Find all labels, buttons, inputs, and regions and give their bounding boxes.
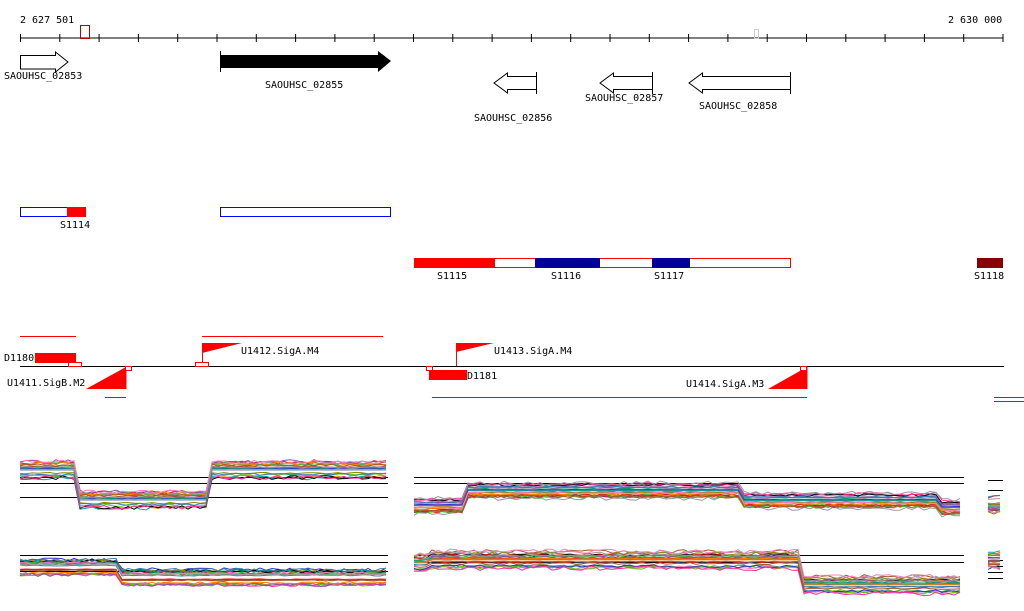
expression-line xyxy=(413,482,961,503)
expression-line xyxy=(19,463,387,497)
expression-line xyxy=(987,562,1001,565)
gene-SAOUHSC_02855[interactable]: SAOUHSC_02855 xyxy=(220,51,391,91)
terminator-D1180[interactable]: D1180 xyxy=(4,353,82,367)
expression-line xyxy=(987,550,1001,553)
expression-line xyxy=(987,509,1001,514)
expression-line xyxy=(414,489,960,508)
expression-line xyxy=(19,459,387,495)
segment-S1117[interactable]: S1117 xyxy=(652,258,690,282)
expression-line xyxy=(19,465,387,499)
gene-SAOUHSC_02856[interactable]: SAOUHSC_02856 xyxy=(474,72,552,124)
segment-unnamed[interactable] xyxy=(220,207,391,217)
promoter-U1412[interactable]: U1412.SigA.M4 xyxy=(195,343,320,367)
segment-S1116[interactable]: S1116 xyxy=(535,258,600,282)
feature-label: D1181 xyxy=(467,371,497,382)
segment-track: S1114 S1115 S1116 S1117 S1118 xyxy=(20,207,1004,282)
expression-line xyxy=(413,564,961,594)
expression-line xyxy=(987,495,1000,498)
expression-line xyxy=(413,557,961,585)
feature-label: U1411.SigB.M2 xyxy=(7,378,85,389)
promoter-U1413[interactable]: U1413.SigA.M4 xyxy=(456,343,572,366)
gene-SAOUHSC_02857[interactable]: SAOUHSC_02857 xyxy=(585,72,663,104)
expression-line xyxy=(19,472,387,506)
expression-line xyxy=(413,488,960,508)
expression-line xyxy=(19,475,387,510)
expression-line xyxy=(19,569,387,582)
expression-line xyxy=(19,572,386,587)
gene-track: SAOUHSC_02853 SAOUHSC_02855 SAOUHSC_0285… xyxy=(4,50,791,124)
expression-line xyxy=(413,565,961,597)
expression-line xyxy=(413,562,961,590)
expression-line xyxy=(413,553,961,582)
gene-label: SAOUHSC_02853 xyxy=(4,71,82,82)
terminator-D1181[interactable]: D1181 xyxy=(426,366,498,383)
expression-line xyxy=(414,559,960,586)
expression-line xyxy=(413,492,961,513)
expression-line xyxy=(20,561,387,575)
feature-track: D1180 U1411.SigB.M2 U1412.SigA.M4 U1413.… xyxy=(4,336,1024,402)
expression-line xyxy=(19,563,387,576)
expression-line xyxy=(19,571,387,585)
segment-S1114[interactable]: S1114 xyxy=(20,207,91,231)
expression-line xyxy=(987,508,1001,511)
expression-line xyxy=(413,486,960,506)
promoter-U1411[interactable]: U1411.SigB.M2 xyxy=(7,366,132,390)
feature-label: D1180 xyxy=(4,353,34,364)
expression-line xyxy=(19,459,387,495)
feature-label: U1414.SigA.M3 xyxy=(686,379,764,390)
gene-SAOUHSC_02853[interactable]: SAOUHSC_02853 xyxy=(4,50,82,82)
gene-label: SAOUHSC_02856 xyxy=(474,113,552,124)
view-marker[interactable] xyxy=(80,25,90,39)
expression-line xyxy=(413,491,961,511)
expression-line xyxy=(413,565,961,595)
expression-line xyxy=(987,552,1001,556)
expression-line xyxy=(19,468,386,501)
expression-line xyxy=(987,552,1001,556)
expression-line xyxy=(19,461,387,496)
expression-line xyxy=(987,498,1001,500)
gene-label: SAOUHSC_02858 xyxy=(699,101,777,112)
segment-S1118[interactable]: S1118 xyxy=(974,258,1004,282)
expression-line xyxy=(19,463,387,497)
segment-label: S1115 xyxy=(437,271,467,282)
expression-line xyxy=(413,494,961,515)
expression-line xyxy=(19,572,387,587)
expression-profiles xyxy=(19,459,1003,597)
expression-line xyxy=(413,480,961,502)
expression-line xyxy=(413,560,961,588)
expression-line xyxy=(413,548,961,579)
segment-S1115[interactable]: S1115 xyxy=(414,258,495,282)
segment-label: S1118 xyxy=(974,271,1004,282)
feature-label: U1413.SigA.M4 xyxy=(494,346,572,357)
segment-label: S1114 xyxy=(60,220,90,231)
expression-line xyxy=(19,475,387,510)
expression-line xyxy=(987,554,1001,557)
position-ruler: 2 627 501 2 630 000 xyxy=(20,15,1004,42)
gene-label: SAOUHSC_02855 xyxy=(265,80,343,91)
expression-line xyxy=(413,483,961,504)
segment-label: S1117 xyxy=(654,271,684,282)
gene-SAOUHSC_02858[interactable]: SAOUHSC_02858 xyxy=(688,72,791,112)
expression-line xyxy=(19,557,387,573)
feature-label: U1412.SigA.M4 xyxy=(241,346,319,357)
view-marker-2 xyxy=(754,29,759,39)
expression-line xyxy=(987,510,1001,515)
ruler-end-label: 2 630 000 xyxy=(948,15,1002,26)
expression-line xyxy=(987,565,1001,569)
ruler-start-label: 2 627 501 xyxy=(20,15,74,26)
gene-label: SAOUHSC_02857 xyxy=(585,93,663,104)
segment-label: S1116 xyxy=(551,271,581,282)
expression-line xyxy=(413,493,961,514)
expression-line xyxy=(987,502,1001,505)
promoter-U1414[interactable]: U1414.SigA.M3 xyxy=(686,366,808,391)
